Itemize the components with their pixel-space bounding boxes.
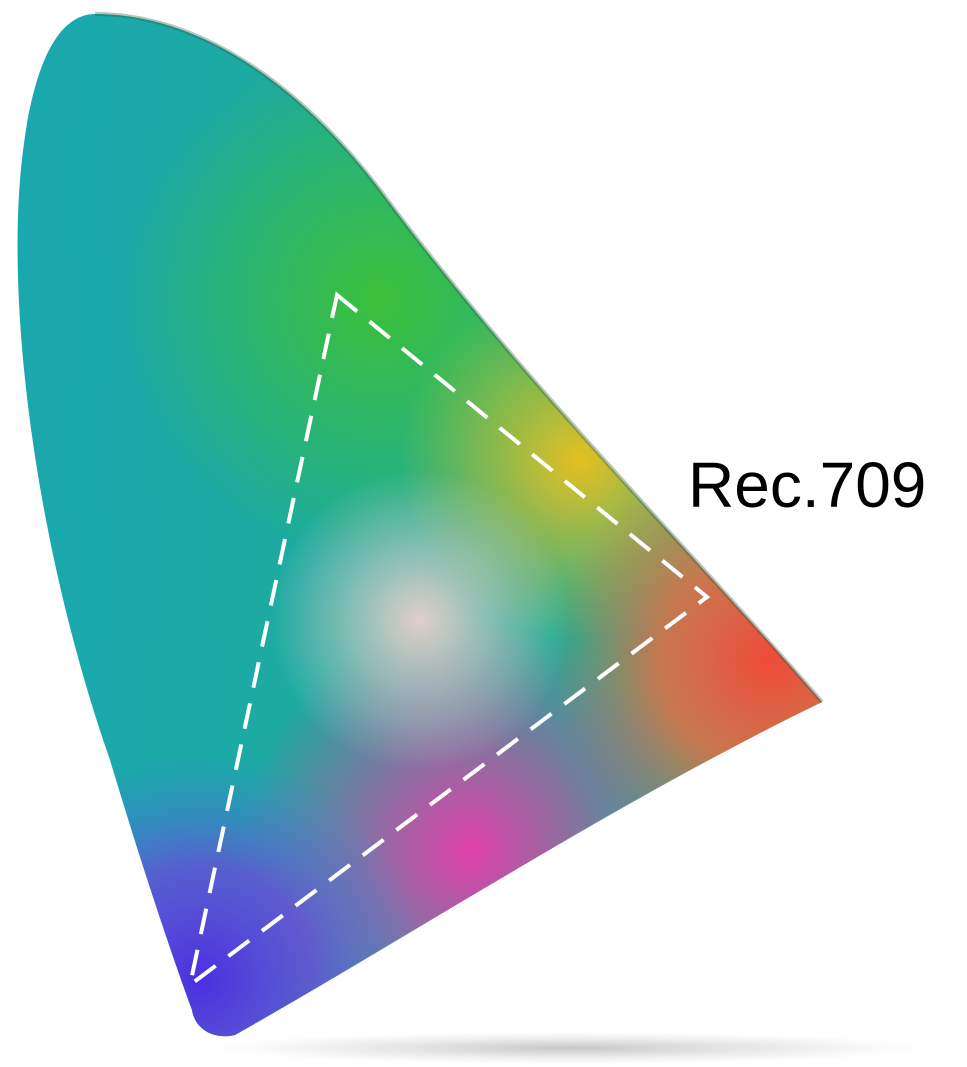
gamut-edge — [94, 12, 824, 704]
gamut-label: Rec.709 — [688, 449, 926, 521]
rec709-triangle — [186, 291, 711, 990]
shadow — [210, 1032, 930, 1064]
